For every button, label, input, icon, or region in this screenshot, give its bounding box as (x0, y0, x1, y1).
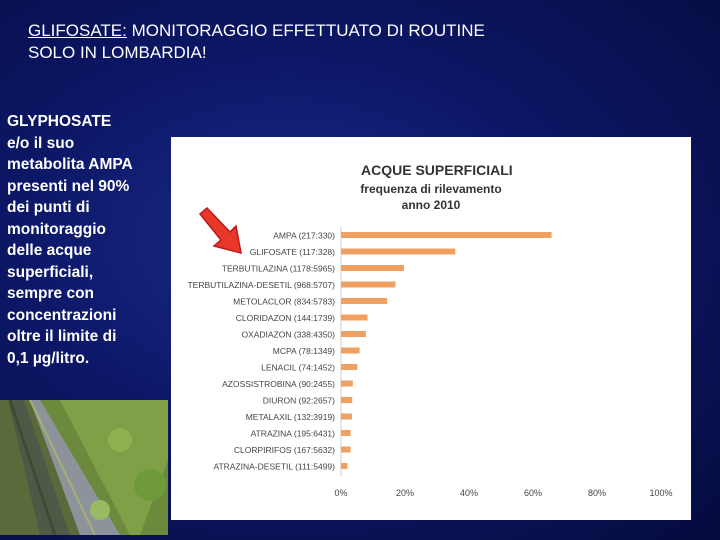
bar (341, 314, 368, 321)
category-label: AZOSSISTROBINA (90:2455) (222, 379, 335, 389)
category-label: ATRAZINA (195:6431) (251, 429, 336, 439)
bar (341, 232, 552, 238)
slide-title-rest: MONITORAGGIO EFFETTUATO DI ROUTINE (126, 21, 485, 40)
bar (341, 265, 405, 271)
slide-title-keyword: GLIFOSATE: (28, 21, 127, 40)
bar (341, 397, 353, 403)
bar (341, 248, 456, 255)
x-tick-label: 40% (460, 488, 478, 498)
side-text-line: sempre con (7, 285, 95, 302)
side-text-line: monitoraggio (7, 220, 107, 238)
category-label: OXADIAZON (338:4350) (241, 330, 335, 340)
side-text-line: metabolita AMPA (7, 156, 133, 173)
arrow-down-right-icon (196, 204, 246, 263)
x-tick-label: 80% (588, 488, 606, 498)
side-text-line: superficiali, (7, 263, 94, 281)
category-label: TERBUTILAZINA (1178:5965) (222, 264, 335, 274)
chart-subtitle-line2: anno 2010 (402, 198, 461, 212)
x-tick-label: 0% (334, 488, 347, 498)
bar (341, 413, 352, 420)
bar (341, 463, 348, 469)
category-label: DIURON (92:2657) (263, 396, 335, 406)
bar-chart: ACQUE SUPERFICIALI frequenza di rilevame… (187, 162, 672, 498)
bar (341, 281, 396, 288)
slide-title: GLIFOSATE: MONITORAGGIO EFFETTUATO DI RO… (28, 20, 648, 64)
bar (341, 364, 358, 370)
side-text-line: oltre il limite di (7, 328, 117, 345)
category-label: METALAXIL (132:3919) (246, 412, 335, 422)
bar (341, 331, 366, 337)
x-tick-label: 20% (396, 488, 414, 498)
x-tick-label: 60% (524, 488, 542, 498)
bar (341, 430, 351, 436)
category-label: CLORIDAZON (144:1739) (236, 313, 335, 323)
category-label: CLORPIRIFOS (167:5632) (234, 445, 335, 455)
side-text-line: 0,1 µg/litro. (7, 349, 90, 367)
category-label: METOLACLOR (834:5783) (233, 297, 335, 307)
side-text-line: dei punti di (7, 199, 90, 216)
side-text-line: GLYPHOSATE (7, 113, 112, 130)
ditch-photo-illustration (0, 400, 168, 535)
bar (341, 298, 388, 304)
side-text-line: e/o il suo (7, 134, 75, 152)
category-label: GLIFOSATE (117:328) (250, 247, 335, 257)
side-text-block: GLYPHOSATE e/o il suo metabolita AMPA pr… (7, 111, 167, 369)
x-tick-label: 100% (649, 488, 672, 498)
bar (341, 446, 351, 453)
side-text-line: delle acque (7, 242, 92, 259)
side-text-line: concentrazioni (7, 306, 117, 324)
chart-panel: ACQUE SUPERFICIALI frequenza di rilevame… (171, 137, 691, 520)
chart-subtitle-line1: frequenza di rilevamento (360, 182, 501, 196)
side-text-line: presenti nel 90% (7, 177, 130, 195)
chart-title: ACQUE SUPERFICIALI (361, 162, 513, 178)
category-label: AMPA (217:330) (273, 231, 335, 241)
ditch-photo (0, 400, 168, 535)
slide-title-line2: SOLO IN LOMBARDIA! (28, 43, 207, 62)
category-label: ATRAZINA-DESETIL (111:5499) (213, 462, 335, 472)
category-label: TERBUTILAZINA-DESETIL (968:5707) (187, 280, 335, 290)
bar (341, 380, 353, 387)
category-label: MCPA (78:1349) (273, 346, 335, 356)
category-label: LENACIL (74:1452) (261, 363, 335, 373)
bar (341, 347, 360, 354)
